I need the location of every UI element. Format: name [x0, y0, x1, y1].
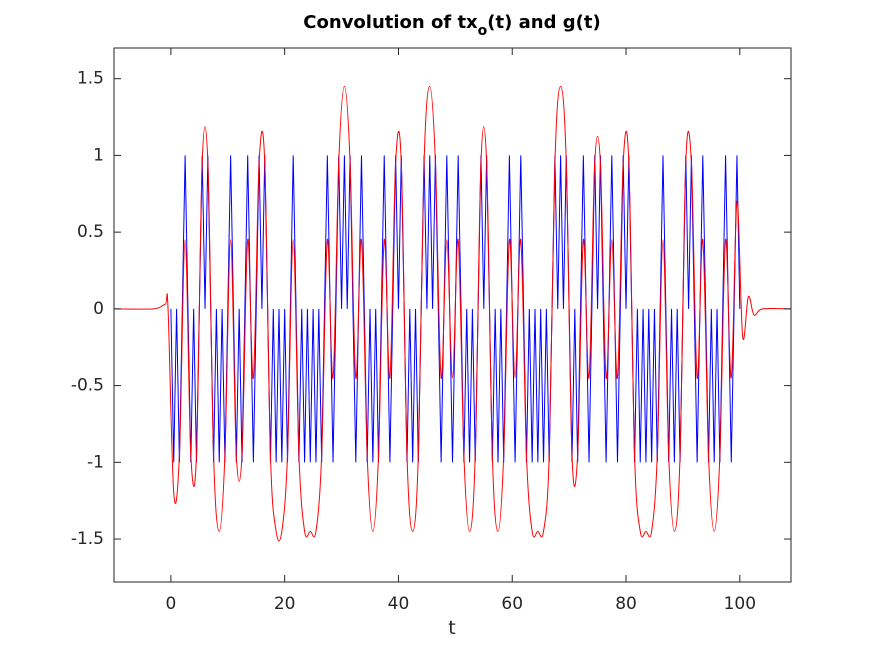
x-tick-label: 40 — [388, 594, 410, 614]
x-tick-label: 80 — [615, 594, 637, 614]
x-tick-label: 0 — [165, 594, 176, 614]
series-line — [114, 85, 791, 542]
x-tick-label: 60 — [501, 594, 523, 614]
y-tick-label: -1.5 — [71, 529, 104, 549]
y-tick-label: 0.5 — [77, 222, 104, 242]
axes-box — [113, 47, 792, 583]
title-part: Convolution of tx — [303, 12, 478, 33]
y-tick-label: 1.5 — [77, 69, 104, 89]
chart-title: Convolution of txo(t) and g(t) — [303, 12, 600, 39]
y-tick-label: -0.5 — [71, 376, 104, 396]
y-tick-label: -1 — [87, 452, 104, 472]
title-part: (t) and g(t) — [487, 12, 600, 33]
x-tick-label: 100 — [724, 594, 756, 614]
y-tick-label: 1 — [93, 145, 104, 165]
title-subscript: o — [478, 23, 488, 39]
x-axis-label: t — [448, 617, 455, 639]
x-tick-label: 20 — [274, 594, 296, 614]
y-tick-label: 0 — [93, 299, 104, 319]
plot-lines — [114, 85, 791, 542]
